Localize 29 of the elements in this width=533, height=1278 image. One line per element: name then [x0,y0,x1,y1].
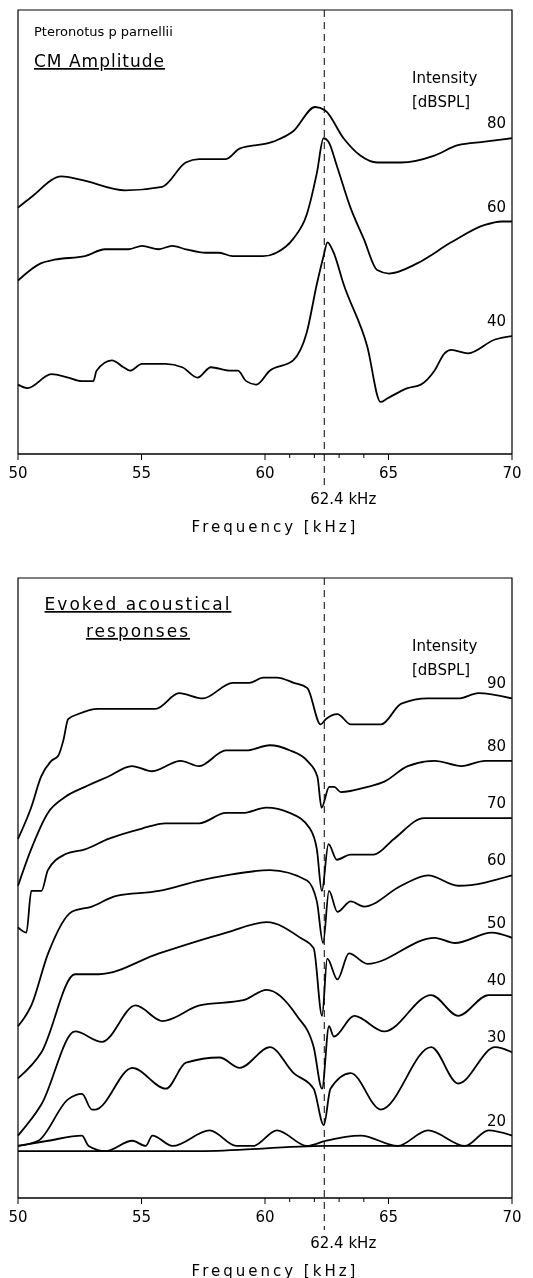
legend-title: Intensity [dBSPL] [412,69,478,111]
x-tick-label: 55 [131,464,152,482]
x-tick-label: 65 [378,1208,399,1226]
text: Pteronotus p parnellii [34,24,173,39]
ref-line-label: 62.4 kHz [310,1234,377,1252]
ref-line-label: 62.4 kHz [310,490,377,508]
series-label: 40 [486,312,506,331]
x-axis-title: Frequency [kHz] [191,518,359,536]
x-tick-label: 60 [255,1208,275,1226]
x-tick-label: 50 [8,1208,28,1226]
series-label: 60 [486,851,506,870]
x-tick-label: 70 [502,1208,522,1226]
legend-title: Intensity [dBSPL] [412,637,478,679]
x-tick-label: 65 [378,464,399,482]
chart-title: CM Amplitude [34,51,166,71]
series-label: 20 [486,1111,506,1130]
x-tick-label: 60 [255,464,275,482]
series-label: 80 [486,114,506,133]
x-tick-label: 50 [8,464,28,482]
series-label: 90 [486,674,506,693]
series-label: 30 [486,1028,506,1047]
series-label: 40 [486,971,506,990]
series-label: 80 [486,736,506,755]
x-tick-label: 55 [131,1208,152,1226]
series-label: 70 [486,794,506,813]
chart-title: Evoked acoustical responses [44,594,232,641]
series-label: 50 [486,913,506,932]
x-tick-label: 70 [502,464,522,482]
series-label: 60 [486,197,506,216]
